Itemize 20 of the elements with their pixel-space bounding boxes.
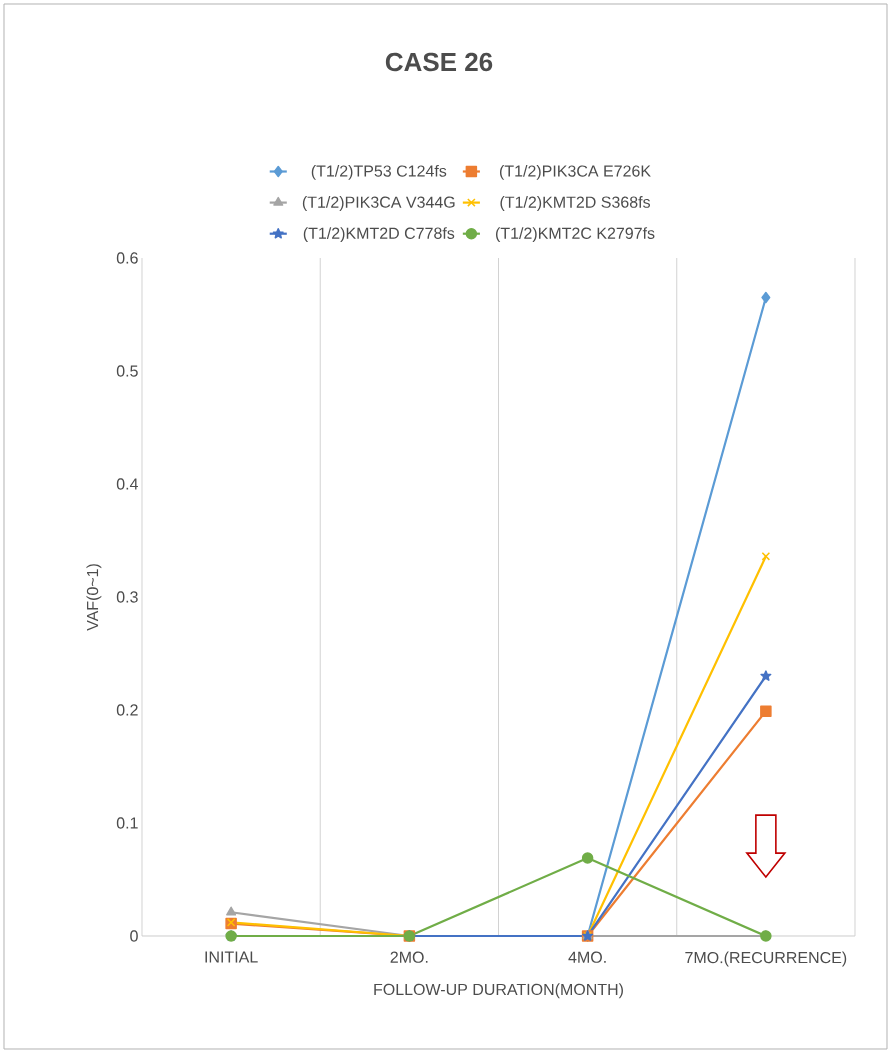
legend-label: (T1/2)PIK3CA V344G: [302, 196, 455, 211]
y-tick-label: 0.3: [116, 591, 138, 603]
y-axis-title: VAF(0~1): [86, 564, 102, 631]
y-tick-label: 0.1: [116, 817, 138, 829]
x-tick-label: INITIAL: [205, 951, 258, 963]
x-tick-label: 4MO.: [568, 951, 606, 963]
y-tick-label: 0: [130, 930, 138, 942]
x-axis-title: FOLLOW-UP DURATION(MONTH): [374, 983, 623, 999]
legend-label: (T1/2)PIK3CA E726K: [499, 164, 651, 180]
y-tick-label: 0.4: [116, 478, 138, 490]
y-tick-label: 0.2: [116, 704, 138, 716]
legend-label: (T1/2)KMT2C K2797fs: [495, 227, 655, 243]
y-tick-label: 0.6: [116, 252, 138, 264]
chart-title: CASE 26: [385, 52, 493, 72]
y-tick-label: 0.5: [116, 365, 138, 377]
x-tick-label: 7MO.(RECURRENCE): [685, 951, 847, 967]
legend-label: (T1/2)KMT2D C778fs: [303, 227, 455, 243]
x-tick-label: 2MO.: [390, 951, 428, 963]
legend-label: (T1/2)KMT2D S368fs: [500, 196, 651, 211]
legend-label: (T1/2)TP53 C124fs: [311, 164, 447, 180]
